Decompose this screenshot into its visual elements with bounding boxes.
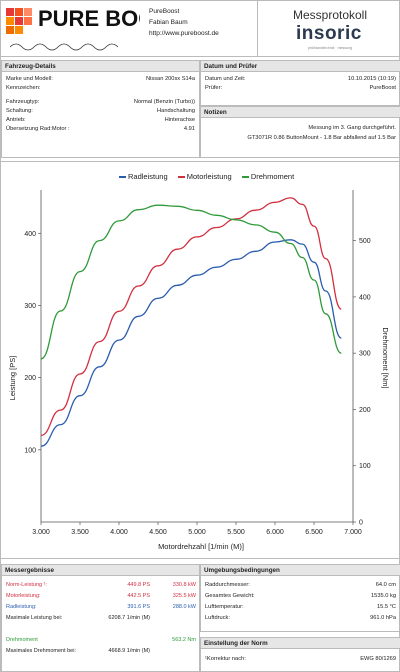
y2-tick-label: 200 xyxy=(359,407,371,414)
y2-tick-label: 500 xyxy=(359,238,371,245)
contact-line: PureBoost xyxy=(149,8,180,15)
y-tick-label: 100 xyxy=(24,447,36,454)
panel-title: Umgebungsbedingungen xyxy=(201,565,400,576)
result-v1: 391.6 PS xyxy=(127,604,150,610)
y-tick-label: 400 xyxy=(24,231,36,238)
result-v1: 442.5 PS xyxy=(127,593,150,599)
result-row: Radleistung: 391.6 PS 288.0 kW xyxy=(2,602,199,613)
legend-item-motorleistung: Motorleistung xyxy=(177,172,232,181)
results-panel: Messergebnisse Norm-Leistung ¹: 449.8 PS 3… xyxy=(1,564,200,672)
result-v2: 330.8 kW xyxy=(172,582,196,588)
pureboost-logo: PURE BOOST xyxy=(4,4,184,54)
insoric-logo: insoric xyxy=(296,23,362,44)
dyno-chart: 3.000 3.500 4.000 4.500 5.000 5.500 6.000 6.500… xyxy=(8,190,390,551)
x-tick-label: 7.000 xyxy=(344,529,362,536)
contact-block: PureBoost Fabian Baum http://www.pureboo… xyxy=(149,6,219,39)
result-row: Norm-Leistung ¹: 449.8 PS 330.8 kW xyxy=(2,580,199,591)
chart-legend: Radleistung Motorleistung Drehmoment xyxy=(119,172,302,181)
vehicle-details-panel: Fahrzeug-Details Marke und Modell: Nissan… xyxy=(1,60,200,158)
result-v2: 325.5 kW xyxy=(172,593,196,599)
y-tick-label: 300 xyxy=(24,303,36,310)
x-tick-label: 5.500 xyxy=(227,529,245,536)
x-tick-label: 5.000 xyxy=(188,529,206,536)
result-label: Maximales Drehmoment bei: xyxy=(6,648,76,654)
note-line: GT3071R 0.86 ButtonMount - 1.8 Bar abfal… xyxy=(247,135,396,141)
chart-area: 3.000 3.500 4.000 4.500 5.000 5.500 6.000 6.500… xyxy=(1,161,400,559)
logo-tile-icon xyxy=(6,8,32,34)
norm-row: ¹Korrektur nach: EWG 80/1269 xyxy=(205,656,396,662)
detail-row: Kennzeichen: xyxy=(6,85,41,91)
detail-row: Antrieb: Hinterachse xyxy=(6,117,195,123)
result-label: Maximale Leistung bei: xyxy=(6,615,63,621)
report-title: Messprotokoll xyxy=(292,8,368,22)
env-row: Lufttemperatur: 15.5 °C xyxy=(205,604,396,610)
report-header: PURE BOOST PureBoost Fabian Baum http://… xyxy=(1,1,400,57)
result-label: Radleistung: xyxy=(6,604,37,610)
detail-row: Fahrzeugtyp: Normal (Benzin (Turbo)) xyxy=(6,99,195,105)
legend-swatch xyxy=(177,176,185,178)
result-v1: 6208.7 1/min (M) xyxy=(108,615,150,621)
y-tick-label: 200 xyxy=(24,375,36,382)
x-tick-label: 3.500 xyxy=(71,529,89,536)
result-row: Maximales Drehmoment bei: 4668.9 1/min (M… xyxy=(2,646,199,657)
notes-panel: Notizen Messung im 3. Gang durchgeführt.… xyxy=(200,106,400,158)
detail-row: Marke und Modell: Nissan 200sx S14a xyxy=(6,76,195,82)
detail-row: Schaltung: Handschaltung xyxy=(6,108,195,114)
x-tick-label: 6.000 xyxy=(266,529,284,536)
contact-line: http://www.pureboost.de xyxy=(149,30,219,37)
x-tick-label: 4.500 xyxy=(149,529,167,536)
result-label: Drehmoment xyxy=(6,637,38,643)
detail-row: Datum und Zeit: 10.10.2015 (10:19) xyxy=(205,76,396,82)
y2-axis-label: Drehmoment [Nm] xyxy=(381,327,390,388)
environment-panel: Umgebungsbedingungen Raddurchmesser: 64.0… xyxy=(200,564,400,632)
panel-title: Fahrzeug-Details xyxy=(2,61,199,72)
x-tick-label: 6.500 xyxy=(305,529,323,536)
env-row: Raddurchmesser: 64.0 cm xyxy=(205,582,396,588)
legend-item-radleistung: Radleistung xyxy=(119,172,168,181)
result-label: Motorleistung: xyxy=(6,593,41,599)
panel-title: Datum und Prüfer xyxy=(201,61,400,72)
result-v2: 288.0 kW xyxy=(172,604,196,610)
env-row: Luftdruck: 961.0 hPa xyxy=(205,615,396,621)
result-row: Maximale Leistung bei: 6208.7 1/min (M) xyxy=(2,613,199,624)
contact-line: Fabian Baum xyxy=(149,19,188,26)
y2-tick-label: 400 xyxy=(359,294,371,301)
result-label: Norm-Leistung ¹: xyxy=(6,582,47,588)
result-v2: 563.2 Nm xyxy=(172,637,196,643)
note-line: Messung im 3. Gang durchgeführt. xyxy=(308,125,396,131)
series-line-motorleistung xyxy=(40,197,342,437)
panel-title: Einstellung der Norm xyxy=(201,638,400,649)
legend-item-drehmoment: Drehmoment xyxy=(241,172,294,181)
result-row: Drehmoment 563.2 Nm xyxy=(2,635,199,646)
y2-tick-label: 100 xyxy=(359,463,371,470)
report-title-box: Messprotokoll insoric prüfstandtechnik ·… xyxy=(257,1,400,57)
panel-title: Notizen xyxy=(201,107,400,118)
legend-swatch xyxy=(241,176,249,178)
x-tick-label: 3.000 xyxy=(32,529,50,536)
legend-swatch xyxy=(119,176,126,178)
insoric-subtitle: prüfstandtechnik · messung xyxy=(308,46,353,50)
y2-tick-label: 0 xyxy=(359,520,363,527)
env-row: Gesamtes Gewicht: 1535.0 kg xyxy=(205,593,396,599)
x-axis-label: Motordrehzahl [1/min (M)] xyxy=(158,542,244,551)
result-row: Motorleistung: 442.5 PS 325.5 kW xyxy=(2,591,199,602)
date-panel: Datum und Prüfer Datum und Zeit: 10.10.20… xyxy=(200,60,400,106)
panel-title: Messergebnisse xyxy=(2,565,199,576)
series-line-drehmoment xyxy=(40,204,342,360)
norm-panel: Einstellung der Norm ¹Korrektur nach: EWG… xyxy=(200,637,400,672)
y-axis-label: Leistung [PS] xyxy=(8,356,17,401)
result-v1: 449.8 PS xyxy=(127,582,150,588)
detail-row: Übersetzung Rad:Motor :4.91 xyxy=(6,126,195,132)
series-line-radleistung xyxy=(40,239,342,447)
result-v1: 4668.9 1/min (M) xyxy=(108,648,150,654)
detail-row: Prüfer: PureBoost xyxy=(205,85,396,91)
x-tick-label: 4.000 xyxy=(110,529,128,536)
logo-pure-text: PURE BOOST xyxy=(38,6,140,31)
result-row xyxy=(2,624,199,635)
y2-tick-label: 300 xyxy=(359,351,371,358)
